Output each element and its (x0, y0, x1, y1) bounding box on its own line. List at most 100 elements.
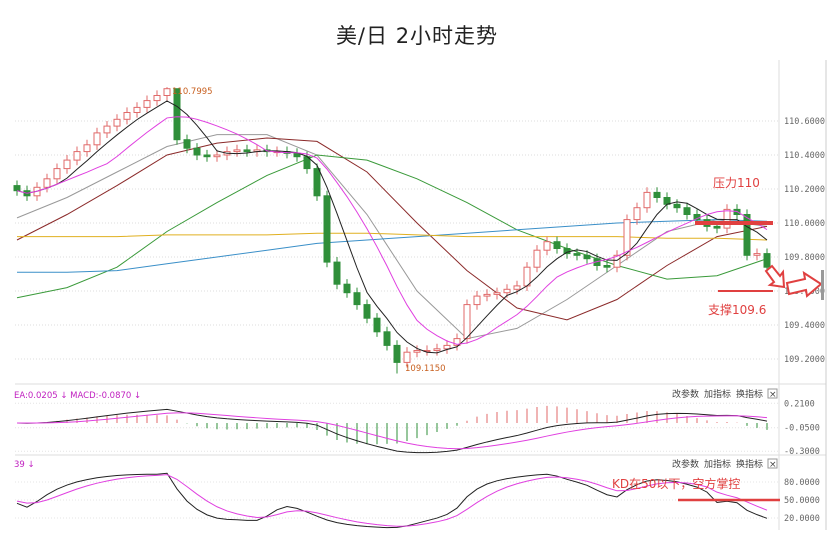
moving-average-line (16, 134, 768, 340)
price-axis: 110.6000 110.4000 110.2000 110.0000 109.8000… (784, 117, 825, 365)
candle (643, 187, 651, 213)
candle-body (133, 106, 141, 114)
candle (383, 326, 391, 351)
edit-params-button[interactable]: 改参数 (672, 458, 699, 470)
edit-params-button[interactable]: 改参数 (672, 388, 699, 400)
switch-indicator-button[interactable]: 换指标 (736, 388, 763, 400)
kd-toolbar: 改参数 加指标 换指标 × (672, 458, 778, 470)
candle-body (653, 191, 661, 198)
candle (43, 173, 51, 193)
candle (333, 257, 341, 290)
candle (743, 209, 751, 261)
scrollbar-thumb[interactable] (821, 270, 824, 300)
candle-body (443, 344, 451, 350)
candle (13, 180, 21, 196)
candle-body (413, 350, 421, 353)
candle-body (373, 317, 381, 333)
close-panel-button[interactable] (767, 388, 778, 399)
candle-body (143, 100, 151, 108)
candle (403, 347, 411, 368)
candle-body (523, 266, 531, 287)
candle (133, 102, 141, 118)
candle-body (313, 168, 321, 197)
ma5-line (16, 100, 768, 354)
candle (543, 236, 551, 256)
candle (183, 134, 191, 154)
candle-body (233, 149, 241, 153)
candle-body (193, 147, 201, 156)
candle (763, 248, 771, 273)
candle-body (673, 203, 681, 209)
candle-body (43, 178, 51, 188)
candle (103, 121, 111, 138)
short-moving-averages (16, 100, 768, 354)
candle (143, 95, 151, 113)
kd-panel: 80.0000 50.0000 20.0000 (15, 472, 820, 529)
low-label: 109.1150 (405, 364, 446, 374)
candle-body (623, 219, 631, 256)
candle (343, 279, 351, 298)
kd-tick-label: 80.0000 (784, 478, 820, 488)
add-indicator-button[interactable]: 加指标 (704, 458, 731, 470)
candle-body (683, 207, 691, 215)
candle (473, 291, 481, 310)
kd-note: KD在50以下，空方掌控 (612, 476, 740, 491)
candle-body (583, 254, 591, 260)
candle-body (503, 288, 511, 294)
resistance-label: 压力110 (713, 176, 760, 190)
d-line (16, 474, 768, 527)
macd-label: EA:0.0205 ↓ MACD:-0.0870 ↓ (14, 391, 141, 401)
annotations (678, 221, 823, 502)
candle (293, 148, 301, 162)
price-tick-label: 109.4000 (784, 321, 825, 331)
candle (193, 143, 201, 161)
candle-body (153, 95, 161, 102)
candle (153, 90, 161, 106)
candle-body (293, 152, 301, 158)
close-icon[interactable]: × (769, 460, 777, 470)
price-tick-label: 110.6000 (784, 117, 825, 127)
moving-average-line (17, 219, 768, 273)
candle-body (323, 195, 331, 263)
candle-body (213, 154, 221, 158)
candle (563, 243, 571, 259)
candle (63, 155, 71, 174)
candle-body (633, 207, 641, 221)
kd-tick-label: 50.0000 (784, 496, 820, 506)
candle (443, 340, 451, 354)
price-tick-label: 109.8000 (784, 253, 825, 263)
candle-body (103, 125, 111, 134)
candle-body (393, 344, 401, 363)
price-tick-label: 110.2000 (784, 185, 825, 195)
candle (583, 250, 591, 264)
candle (633, 202, 641, 225)
candle (463, 299, 471, 344)
candle-body (763, 253, 771, 268)
candle (653, 187, 661, 203)
candle-body (713, 225, 721, 229)
candle (423, 345, 431, 356)
candle-body (363, 304, 371, 319)
ma10-line (16, 116, 768, 345)
k-line (16, 472, 768, 529)
candle (373, 313, 381, 337)
high-label: 110.7995 (172, 87, 213, 97)
candle-body (123, 112, 131, 120)
candle (83, 139, 91, 157)
dif-line (16, 408, 768, 454)
candle-body (203, 154, 211, 158)
close-icon[interactable]: × (769, 390, 777, 400)
add-indicator-button[interactable]: 加指标 (704, 388, 731, 400)
candle (453, 333, 461, 351)
candle (123, 107, 131, 125)
candle (483, 289, 491, 302)
down-arrow-icon (764, 264, 786, 289)
candle (243, 144, 251, 157)
candle-body (163, 88, 171, 96)
close-panel-button[interactable] (767, 458, 778, 469)
chart-title: 美/日 2小时走势 (335, 24, 499, 48)
moving-average-line (16, 154, 768, 299)
price-tick-label: 109.2000 (784, 355, 825, 365)
switch-indicator-button[interactable]: 换指标 (736, 458, 763, 470)
